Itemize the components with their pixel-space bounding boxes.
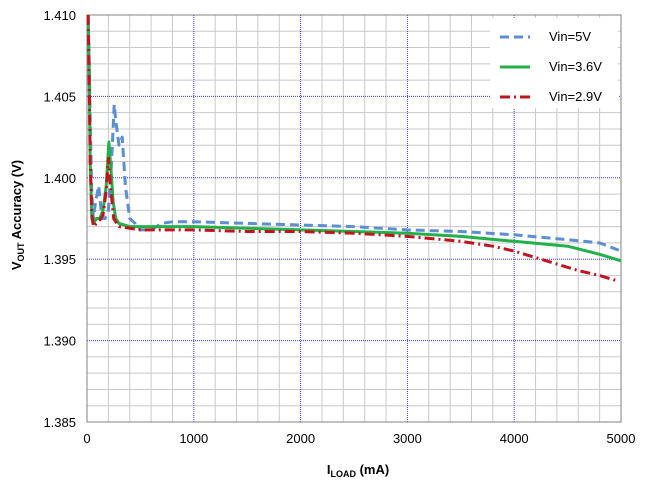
series-group xyxy=(86,14,622,282)
legend-label-vin-3-6v: Vin=3.6V xyxy=(549,59,602,74)
y-axis-label: VOUT Accuracy (V) xyxy=(9,160,26,270)
y-tick-label: 1.385 xyxy=(43,415,76,430)
y-axis-label-sub: OUT xyxy=(16,242,26,262)
y-tick-label: 1.395 xyxy=(43,252,76,267)
y-axis-ticks: 1.385 1.390 1.395 1.400 1.405 1.410 xyxy=(43,8,76,430)
x-tick-label: 4000 xyxy=(500,431,529,446)
x-axis-label: ILOAD (mA) xyxy=(327,462,389,479)
x-tick-label: 3000 xyxy=(393,431,422,446)
y-tick-label: 1.405 xyxy=(43,89,76,104)
x-axis-label-sub: LOAD xyxy=(330,469,356,479)
x-tick-label: 2000 xyxy=(286,431,315,446)
x-tick-label: 1000 xyxy=(179,431,208,446)
y-tick-label: 1.400 xyxy=(43,171,76,186)
x-tick-label: 0 xyxy=(83,431,90,446)
legend: Vin=5V Vin=3.6V Vin=2.9V xyxy=(490,18,618,108)
series-line-1 xyxy=(86,14,622,263)
y-axis-label-rest: Accuracy (V) xyxy=(9,160,24,243)
y-axis-label-main: V xyxy=(9,261,24,270)
x-axis-label-unit: (mA) xyxy=(356,462,389,477)
plot-frame xyxy=(86,14,622,423)
series-line-2 xyxy=(86,14,617,282)
legend-label-vin-5v: Vin=5V xyxy=(549,29,591,44)
legend-box xyxy=(490,18,618,108)
y-tick-label: 1.390 xyxy=(43,334,76,349)
y-tick-label: 1.410 xyxy=(43,8,76,23)
x-axis-label-main: I xyxy=(327,462,331,477)
x-axis-ticks: 0 1000 2000 3000 4000 5000 xyxy=(83,431,635,446)
x-tick-label: 5000 xyxy=(607,431,636,446)
legend-label-vin-2-9v: Vin=2.9V xyxy=(549,89,602,104)
